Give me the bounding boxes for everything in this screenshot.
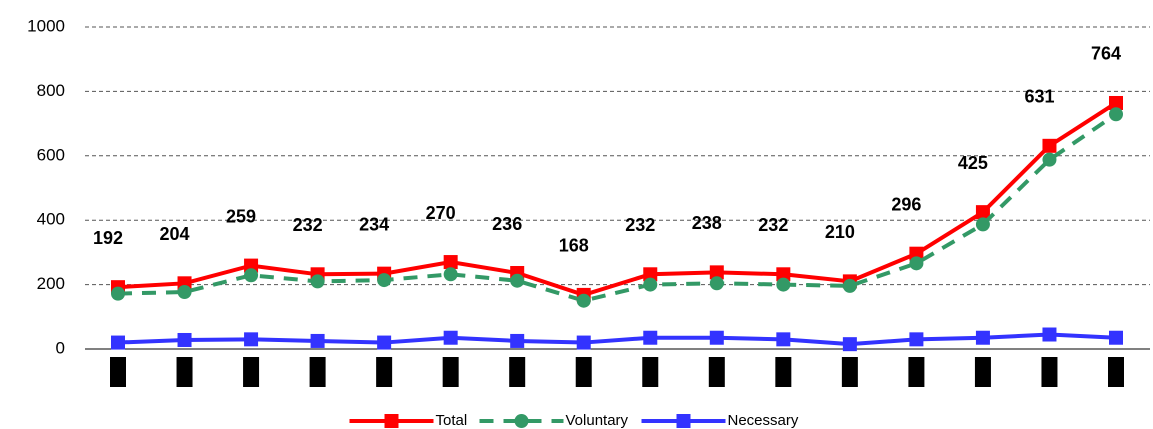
series-marker [177,285,192,300]
x-tick-label-redacted [708,357,725,387]
series-line [117,112,1118,303]
series-marker [1109,95,1123,110]
data-label: 204 [160,224,190,244]
data-label: 236 [492,214,522,234]
series-marker [244,258,259,273]
legend-marker [676,414,691,428]
data-label: 232 [625,215,655,235]
series-marker [776,332,791,347]
legend-label: Voluntary [566,412,629,429]
series-line [117,332,1117,347]
series-marker [1042,152,1057,167]
series-marker [1109,330,1123,345]
series-marker [310,333,325,348]
legend-label: Total [436,412,468,429]
series-marker [975,205,990,220]
series-marker [510,333,525,348]
data-label: 425 [958,153,988,173]
data-label: 764 [1091,44,1121,64]
data-label: 168 [559,236,589,256]
y-tick-label: 800 [37,81,65,100]
series-marker [643,267,658,282]
series-marker [643,330,658,345]
x-tick-label-redacted [110,357,126,387]
data-label: 259 [226,206,256,226]
x-tick-label-redacted [575,357,592,387]
series-marker [443,255,458,270]
series-marker [909,246,924,261]
series-marker [909,256,924,271]
x-tick-label-redacted [309,357,326,387]
series-marker [776,277,791,292]
y-tick-label: 200 [37,274,65,293]
y-tick-label: 600 [37,145,65,164]
x-tick-label-redacted [908,357,925,387]
x-tick-label-redacted [442,357,459,387]
series-marker [842,278,857,293]
series-marker [709,265,724,280]
x-tick-label-redacted [1041,357,1058,387]
data-label: 270 [426,203,456,223]
data-label: 234 [359,214,389,234]
data-label: 631 [1024,87,1054,107]
x-tick-label-redacted [974,357,991,387]
x-tick-label-redacted [176,357,193,387]
x-tick-label-redacted [1108,357,1124,387]
x-tick-label-redacted [243,357,260,387]
series-marker [1042,327,1057,342]
data-label: 232 [758,215,788,235]
data-label: 296 [891,194,921,214]
x-tick-label-redacted [841,357,858,387]
series-marker [709,330,724,345]
y-tick-label: 400 [37,210,65,229]
legend-marker [384,414,399,428]
series-marker [244,332,259,347]
series-marker [576,335,591,350]
series-marker [377,335,392,350]
series-marker [643,277,658,292]
series-marker [443,330,458,345]
y-tick-label: 0 [56,338,65,357]
x-tick-label-redacted [775,357,792,387]
y-tick-label: 1000 [27,16,65,35]
legend-marker [514,414,529,428]
legend-label: Necessary [728,412,799,429]
series-marker [909,332,924,347]
series-marker [510,273,525,288]
series-marker [377,273,392,288]
series-marker [111,335,125,350]
series-marker [177,332,192,347]
data-label: 192 [93,228,123,248]
series-line [117,101,1118,298]
x-tick-label-redacted [509,357,526,387]
series-marker [1109,107,1123,122]
x-tick-label-redacted [642,357,659,387]
data-label: 210 [825,222,855,242]
series-marker [310,274,325,289]
series-marker [576,293,591,308]
series-marker [975,217,990,232]
data-label: 238 [692,213,722,233]
series-marker [776,267,791,282]
series-marker [443,267,458,282]
series-marker [111,286,125,301]
series-marker [1042,138,1057,153]
x-tick-label-redacted [376,357,393,387]
data-label: 232 [293,215,323,235]
series-marker [709,276,724,291]
series-marker [975,330,990,345]
series-marker [244,268,259,283]
series-marker [842,337,857,352]
